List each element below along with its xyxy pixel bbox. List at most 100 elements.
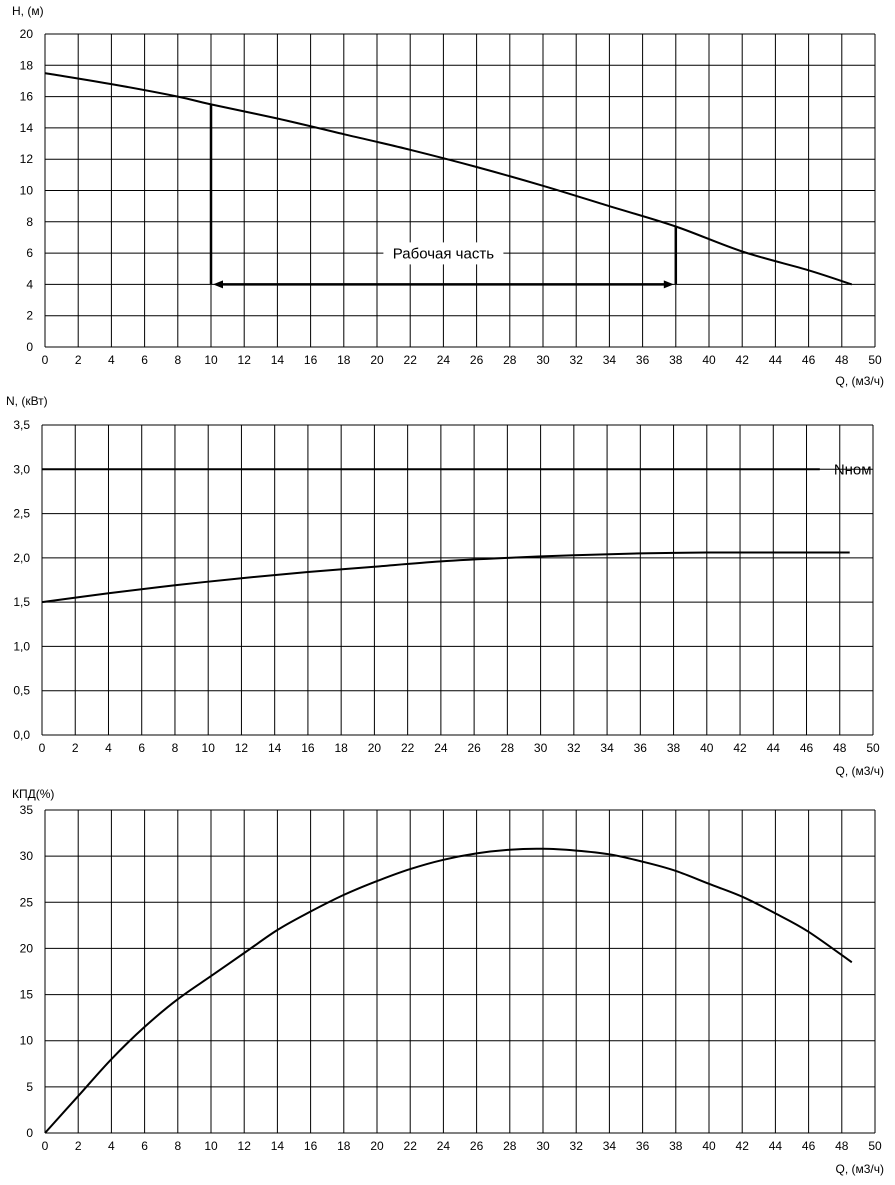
x-axis-label: Q, (м3/ч) — [835, 374, 884, 388]
x-tick-label: 6 — [141, 1139, 148, 1153]
x-tick-label: 48 — [835, 353, 849, 367]
x-tick-label: 10 — [204, 1139, 218, 1153]
x-tick-label: 10 — [204, 353, 218, 367]
x-tick-label: 36 — [636, 1139, 650, 1153]
x-tick-label: 40 — [702, 353, 716, 367]
y-tick-label: 2,0 — [13, 551, 30, 565]
x-tick-label: 32 — [570, 1139, 584, 1153]
working-range-label-bg — [383, 242, 504, 265]
y-tick-label: 0 — [26, 1126, 33, 1140]
y-axis-label: H, (м) — [12, 4, 44, 18]
x-tick-label: 44 — [769, 353, 783, 367]
x-tick-label: 34 — [600, 741, 614, 755]
y-tick-label: 6 — [26, 246, 33, 260]
x-tick-label: 28 — [503, 1139, 517, 1153]
y-tick-label: 3,0 — [13, 462, 30, 476]
x-tick-label: 6 — [141, 353, 148, 367]
x-tick-label: 14 — [268, 741, 282, 755]
y-tick-label: 10 — [20, 184, 34, 198]
x-tick-label: 18 — [334, 741, 348, 755]
x-tick-label: 4 — [108, 353, 115, 367]
x-tick-label: 20 — [370, 353, 384, 367]
series-name-label: Nном — [834, 461, 872, 478]
x-tick-label: 4 — [105, 741, 112, 755]
x-tick-label: 18 — [337, 353, 351, 367]
y-tick-label: 14 — [20, 121, 34, 135]
x-tick-label: 4 — [108, 1139, 115, 1153]
power-chart: 0 2 4 6 8 10 12 14 16 18 20 22 24 26 28 30 32 34 36 38 40 42 4… — [6, 394, 884, 778]
x-tick-label: 50 — [868, 1139, 882, 1153]
x-tick-label: 26 — [470, 1139, 484, 1153]
x-tick-label: 26 — [470, 353, 484, 367]
y-tick-label: 0,5 — [13, 684, 30, 698]
x-tick-label: 12 — [238, 1139, 252, 1153]
x-tick-label: 40 — [700, 741, 714, 755]
x-tick-label: 28 — [503, 353, 517, 367]
x-tick-label: 12 — [238, 353, 252, 367]
x-tick-label: 28 — [501, 741, 515, 755]
head-chart: 0 2 4 6 8 10 12 14 16 18 20 22 24 26 28 30 32 34 36 38 40 42 4… — [12, 4, 884, 388]
x-tick-label: 18 — [337, 1139, 351, 1153]
y-tick-label: 1,0 — [13, 639, 30, 653]
x-axis-label: Q, (м3/ч) — [835, 1162, 884, 1176]
y-tick-label: 16 — [20, 90, 34, 104]
x-tick-label: 16 — [304, 353, 318, 367]
x-tick-label: 42 — [736, 353, 750, 367]
x-tick-label: 8 — [174, 353, 181, 367]
series-line — [41, 551, 850, 604]
x-tick-label: 34 — [603, 353, 617, 367]
x-tick-label: 2 — [72, 741, 79, 755]
x-tick-label: 38 — [669, 353, 683, 367]
x-tick-label: 44 — [767, 741, 781, 755]
x-tick-label: 20 — [370, 1139, 384, 1153]
x-tick-label: 26 — [467, 741, 481, 755]
x-tick-label: 46 — [802, 353, 816, 367]
arrowhead-right-icon — [663, 280, 674, 289]
x-tick-label: 22 — [404, 1139, 418, 1153]
x-tick-label: 8 — [172, 741, 179, 755]
series-line — [44, 72, 853, 286]
y-axis-label: N, (кВт) — [6, 394, 48, 408]
x-tick-label: 0 — [39, 741, 46, 755]
x-tick-label: 30 — [536, 1139, 550, 1153]
x-tick-label: 0 — [42, 353, 49, 367]
x-tick-label: 0 — [42, 1139, 49, 1153]
x-tick-label: 48 — [833, 741, 847, 755]
x-tick-label: 42 — [733, 741, 747, 755]
x-tick-label: 38 — [667, 741, 681, 755]
x-tick-label: 32 — [567, 741, 581, 755]
working-range-label: Рабочая часть — [393, 245, 494, 262]
x-tick-label: 12 — [235, 741, 249, 755]
x-tick-label: 42 — [736, 1139, 750, 1153]
y-tick-label: 0,0 — [13, 728, 30, 742]
x-tick-label: 34 — [603, 1139, 617, 1153]
x-tick-label: 50 — [868, 353, 882, 367]
y-tick-label: 0 — [26, 340, 33, 354]
y-tick-label: 20 — [20, 941, 34, 955]
y-tick-label: 30 — [20, 849, 34, 863]
x-tick-label: 24 — [434, 741, 448, 755]
y-tick-label: 25 — [20, 895, 34, 909]
x-tick-label: 46 — [800, 741, 814, 755]
x-tick-label: 14 — [271, 353, 285, 367]
arrowhead-left-icon — [213, 280, 223, 289]
x-tick-label: 50 — [866, 741, 880, 755]
y-tick-label: 1,5 — [13, 595, 30, 609]
y-tick-label: 10 — [20, 1034, 34, 1048]
x-tick-label: 46 — [802, 1139, 816, 1153]
x-tick-label: 24 — [437, 353, 451, 367]
y-tick-label: 5 — [26, 1080, 33, 1094]
y-tick-label: 12 — [20, 152, 34, 166]
y-axis-label: КПД(%) — [12, 787, 54, 801]
x-tick-label: 22 — [401, 741, 415, 755]
y-tick-label: 2 — [26, 309, 33, 323]
x-tick-label: 22 — [404, 353, 418, 367]
x-tick-label: 30 — [534, 741, 548, 755]
x-tick-label: 48 — [835, 1139, 849, 1153]
y-tick-label: 2,5 — [13, 507, 30, 521]
y-tick-label: 18 — [20, 58, 34, 72]
x-tick-label: 40 — [702, 1139, 716, 1153]
x-tick-label: 20 — [368, 741, 382, 755]
x-tick-label: 32 — [570, 353, 584, 367]
